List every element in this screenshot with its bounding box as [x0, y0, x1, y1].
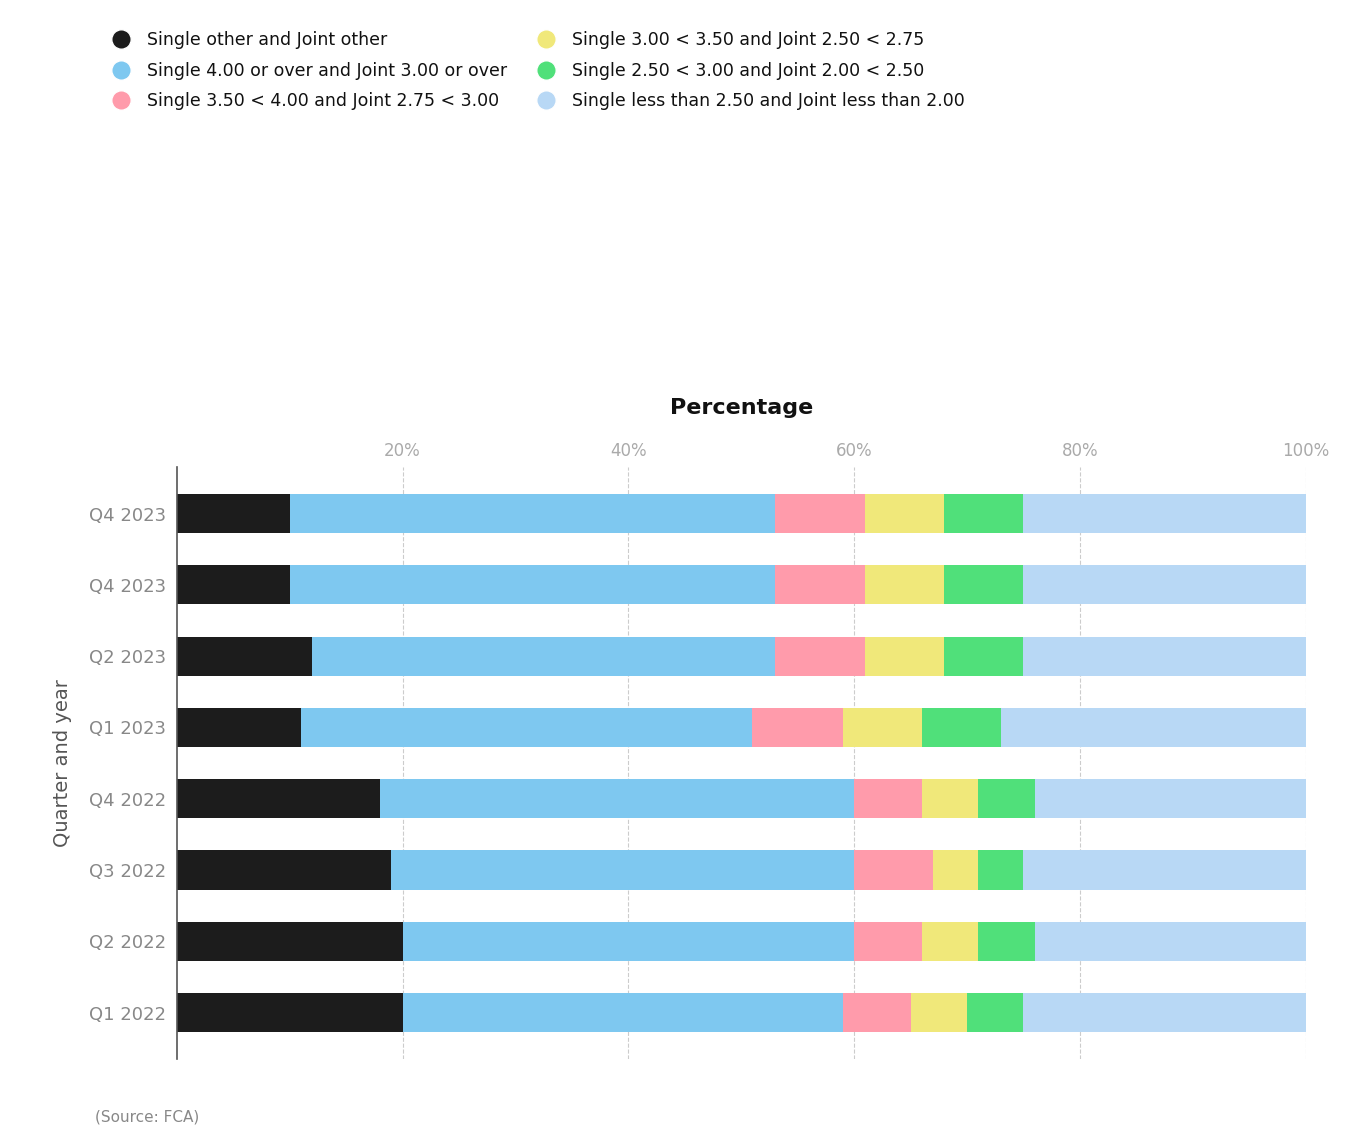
Bar	[775, 565, 865, 605]
Bar	[301, 707, 752, 747]
Bar	[967, 993, 1024, 1032]
Bar	[403, 921, 854, 961]
Bar	[854, 779, 922, 819]
Bar	[177, 779, 379, 819]
Bar	[1024, 637, 1306, 675]
Bar	[978, 851, 1024, 890]
Bar	[1024, 851, 1306, 890]
Bar	[922, 707, 1001, 747]
Bar	[854, 851, 933, 890]
Bar	[177, 565, 290, 605]
Bar	[775, 637, 865, 675]
Bar	[1035, 921, 1306, 961]
Bar	[313, 637, 775, 675]
Bar	[177, 707, 301, 747]
Bar	[752, 707, 843, 747]
Bar	[922, 779, 978, 819]
Text: (Source: FCA): (Source: FCA)	[95, 1109, 200, 1125]
Bar	[1035, 779, 1306, 819]
Bar	[379, 779, 854, 819]
Bar	[1001, 707, 1306, 747]
Bar	[944, 637, 1023, 675]
Bar	[854, 921, 922, 961]
Bar	[933, 851, 978, 890]
Bar	[177, 921, 403, 961]
Bar	[865, 494, 944, 533]
Bar	[403, 993, 843, 1032]
Bar	[911, 993, 967, 1032]
Bar	[978, 779, 1035, 819]
Bar	[843, 993, 911, 1032]
Bar	[177, 993, 403, 1032]
Bar	[392, 851, 854, 890]
Bar	[922, 921, 978, 961]
Bar	[944, 494, 1023, 533]
Bar	[177, 494, 290, 533]
Bar	[290, 494, 775, 533]
Bar	[944, 565, 1023, 605]
Y-axis label: Quarter and year: Quarter and year	[53, 679, 72, 847]
Title: Percentage: Percentage	[669, 399, 813, 418]
Bar	[843, 707, 922, 747]
Bar	[177, 851, 392, 890]
Bar	[177, 637, 313, 675]
Bar	[1024, 993, 1306, 1032]
Bar	[290, 565, 775, 605]
Bar	[978, 921, 1035, 961]
Bar	[865, 565, 944, 605]
Bar	[775, 494, 865, 533]
Bar	[1024, 565, 1306, 605]
Bar	[865, 637, 944, 675]
Legend: Single other and Joint other, Single 4.00 or over and Joint 3.00 or over, Single: Single other and Joint other, Single 4.0…	[103, 32, 964, 109]
Bar	[1024, 494, 1306, 533]
